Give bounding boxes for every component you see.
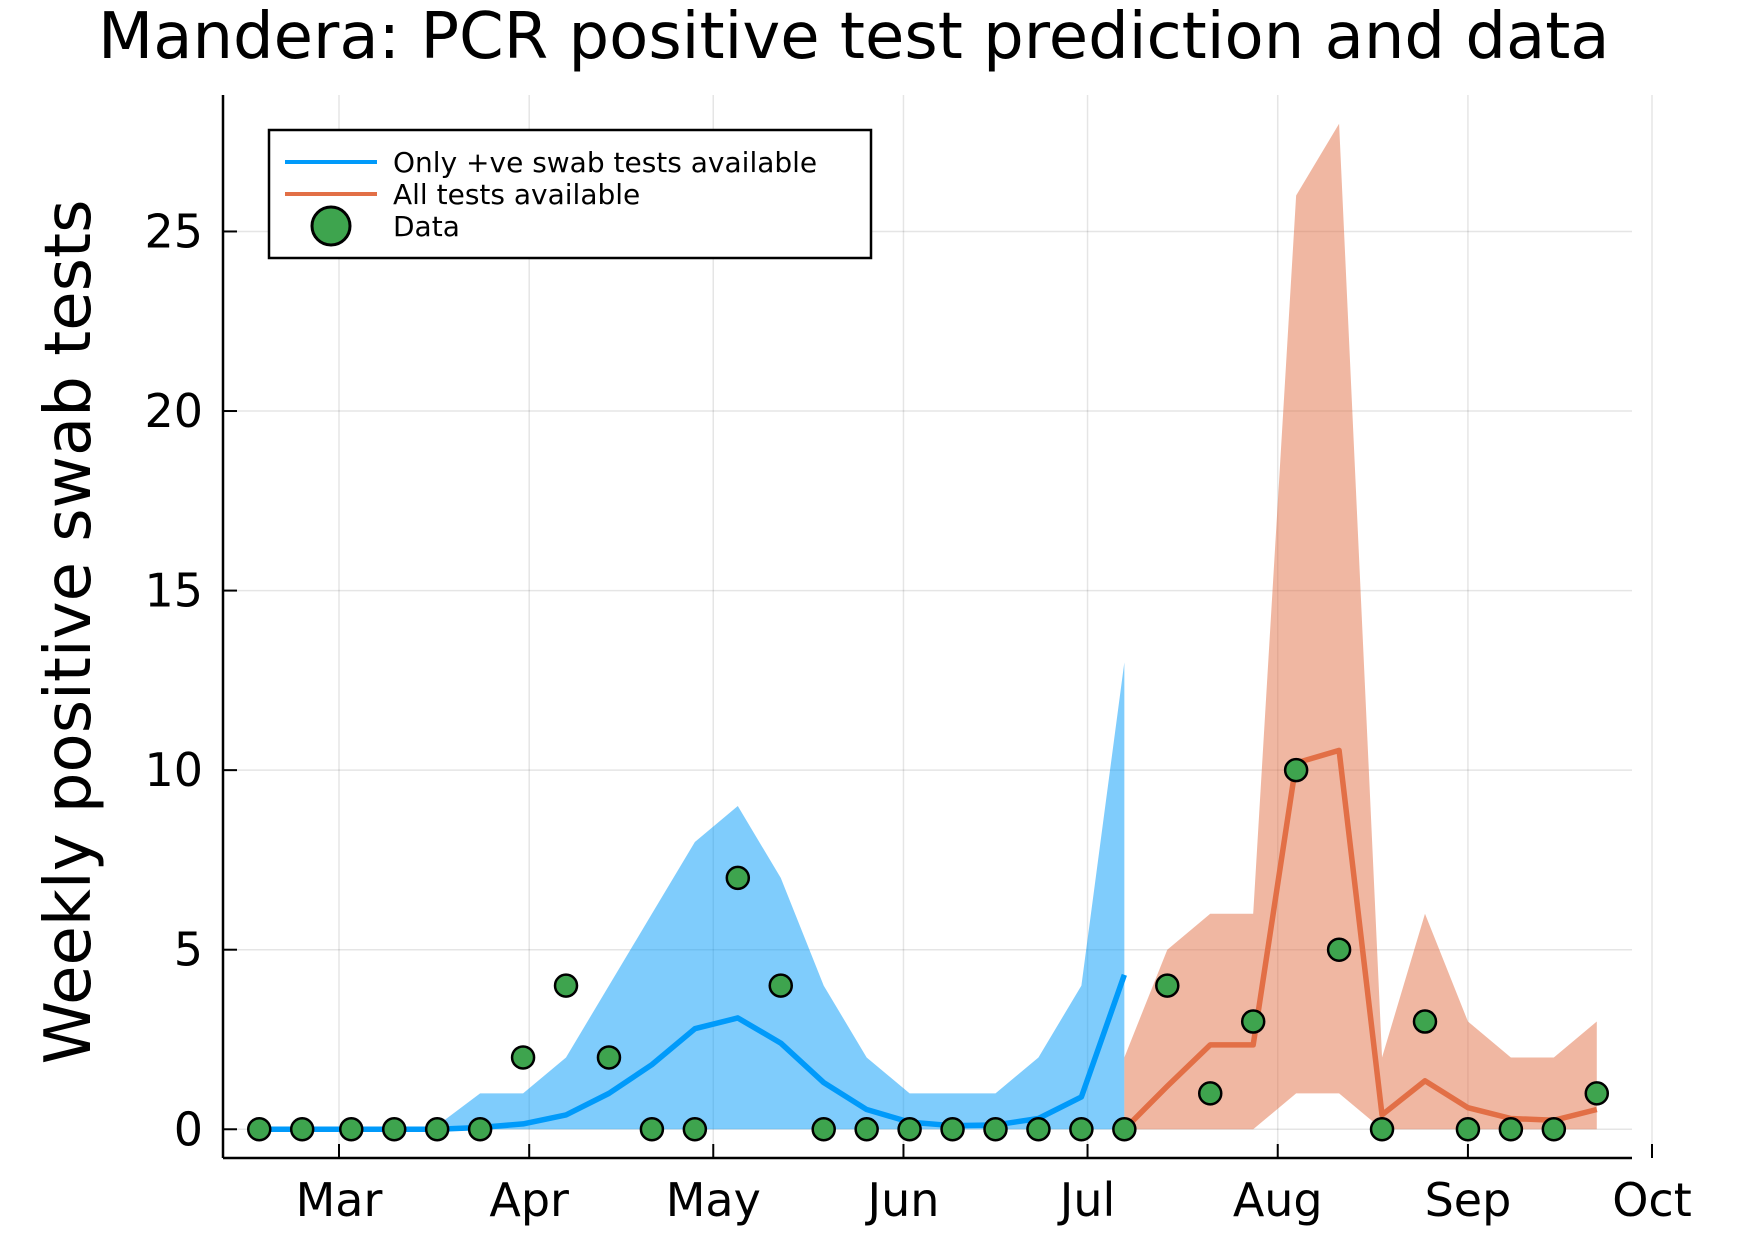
x-tick-label: Mar	[296, 1173, 383, 1227]
series-line-0	[259, 973, 1127, 1133]
y-tick-label: 10	[144, 743, 203, 797]
x-tick-label: Apr	[489, 1173, 569, 1227]
x-tick-label: Aug	[1233, 1173, 1323, 1227]
legend-marker	[310, 205, 352, 247]
data-point	[811, 1117, 836, 1142]
data-points	[246, 757, 1610, 1142]
y-tick-label: 5	[174, 923, 203, 977]
data-point	[940, 1117, 965, 1142]
data-point	[596, 1045, 622, 1070]
x-tick-label: Sep	[1425, 1173, 1512, 1227]
data-point	[682, 1117, 708, 1142]
data-point	[983, 1117, 1008, 1142]
data-point	[1326, 937, 1352, 962]
x-tick-label: Jun	[865, 1173, 940, 1227]
data-point	[246, 1117, 272, 1142]
uncertainty-band-1	[1124, 123, 1597, 1130]
data-point	[1069, 1117, 1094, 1142]
data-point	[1155, 973, 1180, 998]
data-point	[1197, 1081, 1223, 1106]
data-point	[1026, 1117, 1051, 1142]
tick-labels: 0 5 10 15 20 25 Mar Apr May Jun Jul Aug Sep Oct	[144, 204, 1691, 1227]
uncertainty-band-0	[259, 662, 1125, 1130]
data-point	[1240, 1009, 1266, 1034]
data-point	[1498, 1117, 1524, 1142]
series-lines	[259, 747, 1598, 1133]
y-tick-label: 20	[144, 384, 203, 438]
data-point	[467, 1117, 493, 1142]
data-point	[553, 973, 579, 998]
y-tick-label: 25	[144, 204, 203, 258]
data-point	[1541, 1117, 1567, 1142]
y-axis-label: Weekly positive swab tests	[32, 200, 106, 1065]
data-point	[854, 1117, 879, 1142]
data-point	[424, 1117, 450, 1142]
data-point	[1283, 757, 1309, 783]
legend-label: Data	[393, 210, 460, 243]
data-point	[339, 1117, 364, 1142]
series-line-1	[1122, 747, 1598, 1132]
data-point	[289, 1117, 315, 1142]
data-point	[1584, 1081, 1610, 1106]
y-tick-label: 15	[144, 564, 203, 618]
chart-title: Mandera: PCR positive test prediction an…	[98, 0, 1610, 74]
data-point	[381, 1117, 407, 1142]
data-point	[1455, 1117, 1481, 1142]
x-tick-label: Oct	[1612, 1173, 1692, 1227]
data-point	[1412, 1009, 1438, 1034]
data-point	[725, 865, 751, 891]
x-tick-label: May	[666, 1173, 761, 1227]
legend-label: Only +ve swab tests available	[393, 146, 817, 179]
data-point	[1369, 1117, 1395, 1142]
data-point	[1112, 1117, 1137, 1142]
uncertainty-bands	[259, 123, 1597, 1130]
x-tick-label: Jul	[1057, 1173, 1116, 1227]
data-point	[639, 1117, 665, 1142]
data-point	[510, 1045, 536, 1070]
data-point	[897, 1117, 922, 1142]
y-tick-label: 0	[174, 1102, 203, 1156]
axes	[221, 95, 1653, 1160]
data-point	[768, 973, 794, 998]
legend-label: All tests available	[393, 178, 640, 211]
